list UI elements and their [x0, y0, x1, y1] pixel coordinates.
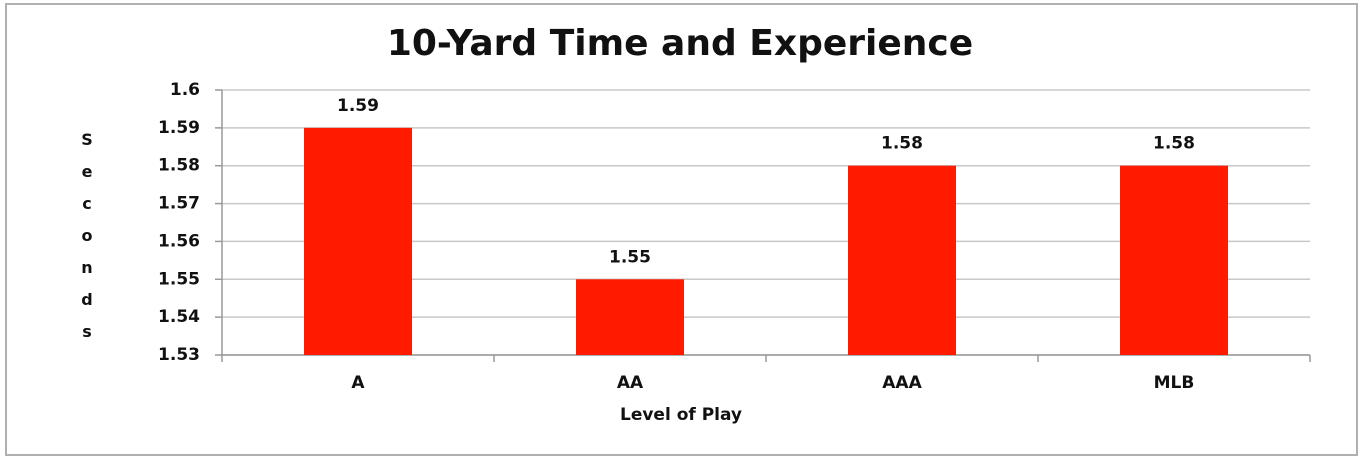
x-tick-label: MLB: [1154, 373, 1195, 393]
y-axis-label: Seconds: [78, 130, 97, 354]
data-label: 1.58: [881, 134, 923, 154]
y-tick-label: 1.55: [158, 269, 200, 289]
chart-title: 10-Yard Time and Experience: [387, 23, 973, 64]
x-axis-label: Level of Play: [620, 405, 742, 425]
y-tick-label: 1.56: [158, 231, 200, 251]
data-label: 1.58: [1153, 134, 1195, 154]
y-tick-label: 1.54: [158, 307, 200, 327]
data-label: 1.59: [337, 96, 379, 116]
y-tick-label: 1.53: [158, 345, 200, 365]
y-tick-label: 1.59: [158, 118, 200, 138]
bar: [304, 127, 412, 355]
bar: [576, 279, 684, 355]
x-tick-label: A: [351, 373, 365, 393]
x-tick-label: AAA: [882, 373, 922, 393]
y-tick-label: 1.57: [158, 194, 200, 214]
y-tick-label: 1.6: [170, 80, 200, 100]
y-tick-label: 1.58: [158, 156, 200, 176]
bar: [848, 165, 956, 355]
x-tick-label: AA: [617, 373, 644, 393]
bar: [1120, 165, 1228, 355]
data-label: 1.55: [609, 247, 651, 267]
